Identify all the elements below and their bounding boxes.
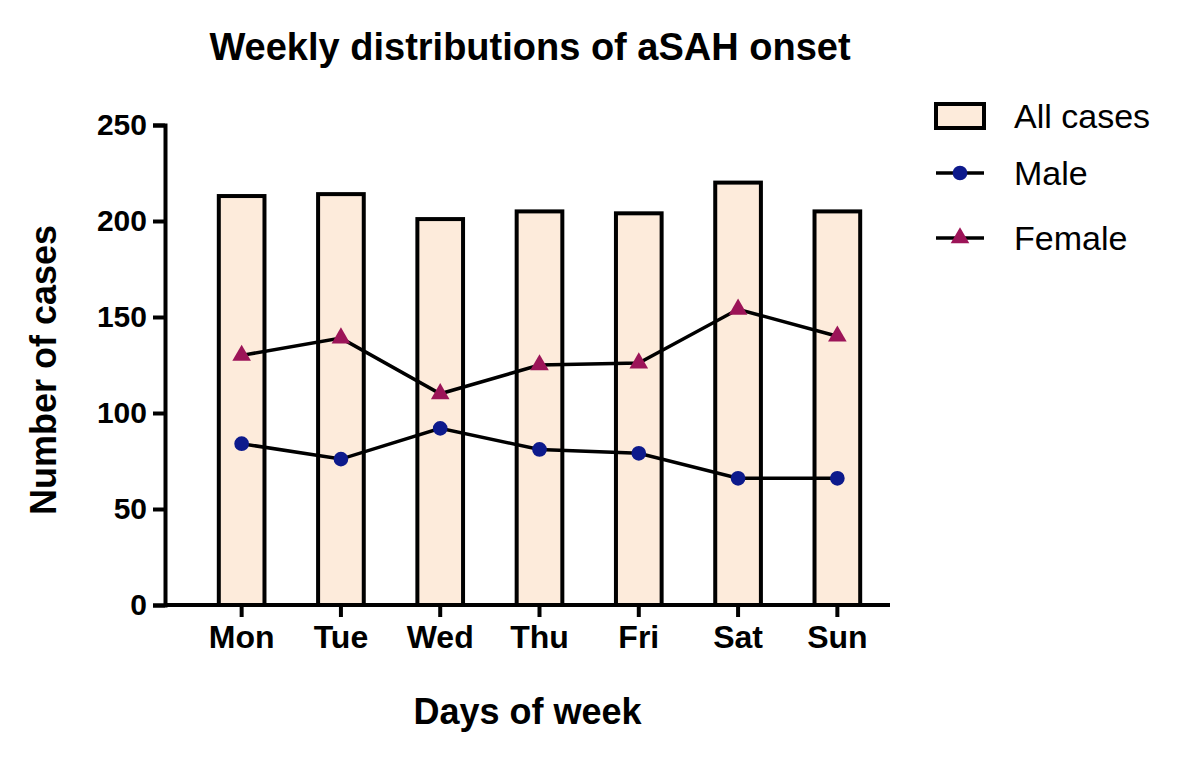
bar [616, 213, 662, 605]
legend-label: Female [1014, 219, 1127, 257]
tick: 150 [97, 300, 165, 333]
axis-line [165, 603, 890, 607]
marker [631, 446, 646, 461]
x-axis-title: Days of week [413, 691, 642, 732]
marker [629, 352, 648, 368]
tick-label: Tue [314, 619, 369, 655]
tick: Fri [618, 605, 659, 655]
title: Weekly distributions of aSAH onset [209, 26, 851, 68]
legend-swatch [936, 104, 984, 128]
axis-line [153, 126, 166, 606]
tick: Tue [314, 605, 369, 655]
tick: Sun [807, 605, 867, 655]
tick-mark [240, 605, 244, 617]
marker [532, 442, 547, 457]
marker [433, 421, 448, 436]
tick-label: 0 [130, 588, 147, 621]
bar [417, 219, 463, 605]
tick-mark [538, 605, 542, 617]
tick-label: 50 [114, 492, 147, 525]
marker [729, 299, 748, 315]
legend: All cases Male Female [936, 97, 1150, 257]
tick-label: 250 [97, 108, 147, 141]
tick: Thu [510, 605, 569, 655]
tick-mark [736, 605, 740, 617]
tick-label: Fri [618, 619, 659, 655]
bar [815, 211, 861, 605]
plot-area [219, 183, 860, 605]
legend-label: All cases [1014, 97, 1150, 135]
tick: 50 [114, 492, 165, 525]
line-series [232, 299, 846, 400]
x-axis: Mon Tue Wed Thu Fri Sat Sun [165, 605, 890, 655]
tick-mark [835, 605, 839, 617]
legend-item: Male [936, 154, 1088, 192]
tick-mark [153, 220, 165, 224]
tick: 0 [130, 588, 165, 621]
tick-mark [153, 316, 165, 320]
tick: Mon [209, 605, 275, 655]
marker [530, 354, 549, 370]
tick-label: Sat [713, 619, 763, 655]
tick-mark [637, 605, 641, 617]
bar [517, 211, 563, 605]
line-series [234, 421, 844, 486]
marker [334, 452, 349, 467]
tick-mark [438, 605, 442, 617]
marker [431, 383, 450, 399]
tick: Sat [713, 605, 763, 655]
legend-marker [951, 227, 970, 243]
tick-label: 200 [97, 204, 147, 237]
y-axis: 0 50 100 150 200 250 [97, 108, 166, 621]
tick-label: Wed [407, 619, 474, 655]
line [242, 428, 838, 478]
chart: Weekly distributions of aSAH onset 0 50 100… [0, 0, 1200, 763]
tick-mark [339, 605, 343, 617]
bar [318, 194, 364, 605]
marker [332, 327, 351, 343]
tick-label: 150 [97, 300, 147, 333]
tick-mark [153, 124, 165, 128]
marker [828, 325, 847, 341]
legend-item: Female [936, 219, 1127, 257]
bar-series [219, 183, 860, 605]
tick-mark [153, 508, 165, 512]
tick: 250 [97, 108, 165, 141]
tick-label: Sun [807, 619, 867, 655]
legend-label: Male [1014, 154, 1088, 192]
bar [219, 196, 265, 605]
tick-mark [153, 412, 165, 416]
tick: 200 [97, 204, 165, 237]
marker [232, 345, 251, 361]
tick-label: 100 [97, 396, 147, 429]
marker [830, 471, 845, 486]
tick: 100 [97, 396, 165, 429]
tick-mark [153, 604, 165, 608]
legend-marker [953, 166, 968, 181]
bar [715, 183, 761, 605]
marker [234, 436, 249, 451]
tick: Wed [407, 605, 474, 655]
tick-label: Thu [510, 619, 569, 655]
marker [731, 471, 746, 486]
legend-item: All cases [936, 97, 1150, 135]
y-axis-title: Number of cases [23, 225, 64, 515]
line [242, 309, 838, 393]
tick-label: Mon [209, 619, 275, 655]
